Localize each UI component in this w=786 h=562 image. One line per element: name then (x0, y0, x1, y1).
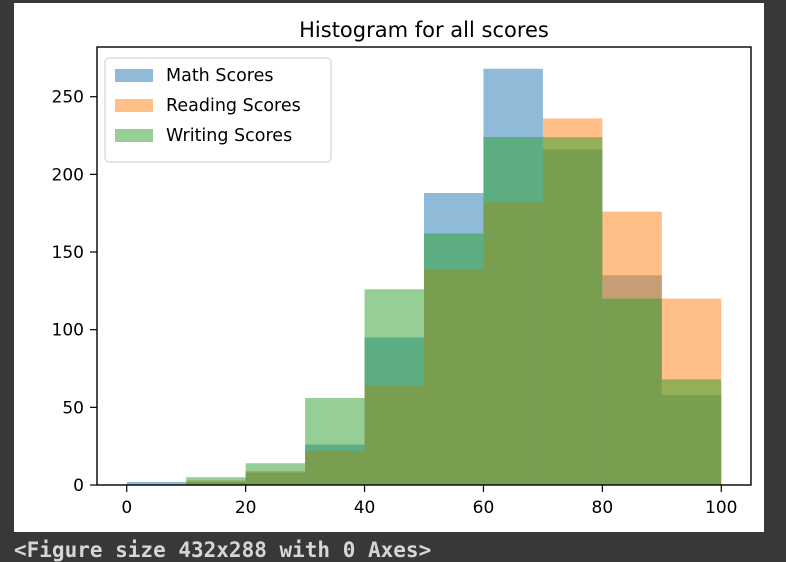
y-tick-label: 50 (62, 398, 84, 418)
y-tick-label: 200 (52, 165, 84, 185)
figure-caption: <Figure size 432x288 with 0 Axes> (14, 538, 432, 562)
histogram-bar (602, 298, 662, 485)
x-tick-label: 20 (235, 498, 257, 518)
x-tick-label: 80 (592, 498, 614, 518)
chart-title: Histogram for all scores (299, 18, 549, 42)
x-tick-label: 0 (121, 498, 132, 518)
histogram-bar (424, 233, 484, 485)
legend: Math Scores Reading Scores Writing Scores (104, 57, 332, 163)
legend-label: Math Scores (166, 66, 273, 86)
legend-label: Writing Scores (166, 126, 292, 146)
y-tick-label: 250 (52, 88, 84, 108)
histogram-bar (483, 137, 543, 485)
y-tick-label: 100 (52, 321, 84, 341)
histogram-bar (126, 481, 187, 485)
legend-swatch (115, 99, 153, 112)
series-writing-scores (186, 137, 722, 485)
histogram-bar (186, 477, 246, 485)
legend-swatch (115, 69, 153, 82)
legend-label: Reading Scores (166, 96, 301, 116)
figure-canvas: 0 20 40 60 80 100 0 50 100 150 200 250 Histogram f… (14, 3, 764, 532)
histogram-bar (661, 379, 722, 485)
x-axis: 0 20 40 60 80 100 (121, 485, 737, 518)
histogram-bar (305, 398, 365, 485)
histogram-chart: 0 20 40 60 80 100 0 50 100 150 200 250 Histogram f… (52, 18, 752, 518)
x-tick-label: 100 (705, 498, 737, 518)
histogram-bar (364, 289, 424, 485)
y-tick-label: 0 (73, 476, 84, 496)
histogram-bars (126, 68, 722, 486)
x-tick-label: 40 (354, 498, 376, 518)
x-tick-label: 60 (473, 498, 495, 518)
y-tick-label: 150 (52, 243, 84, 263)
y-axis: 0 50 100 150 200 250 (52, 88, 97, 496)
histogram-bar (542, 137, 603, 485)
legend-swatch (115, 129, 153, 142)
legend-box (104, 57, 332, 163)
axes-frame (96, 46, 752, 486)
histogram-bar (245, 463, 306, 485)
